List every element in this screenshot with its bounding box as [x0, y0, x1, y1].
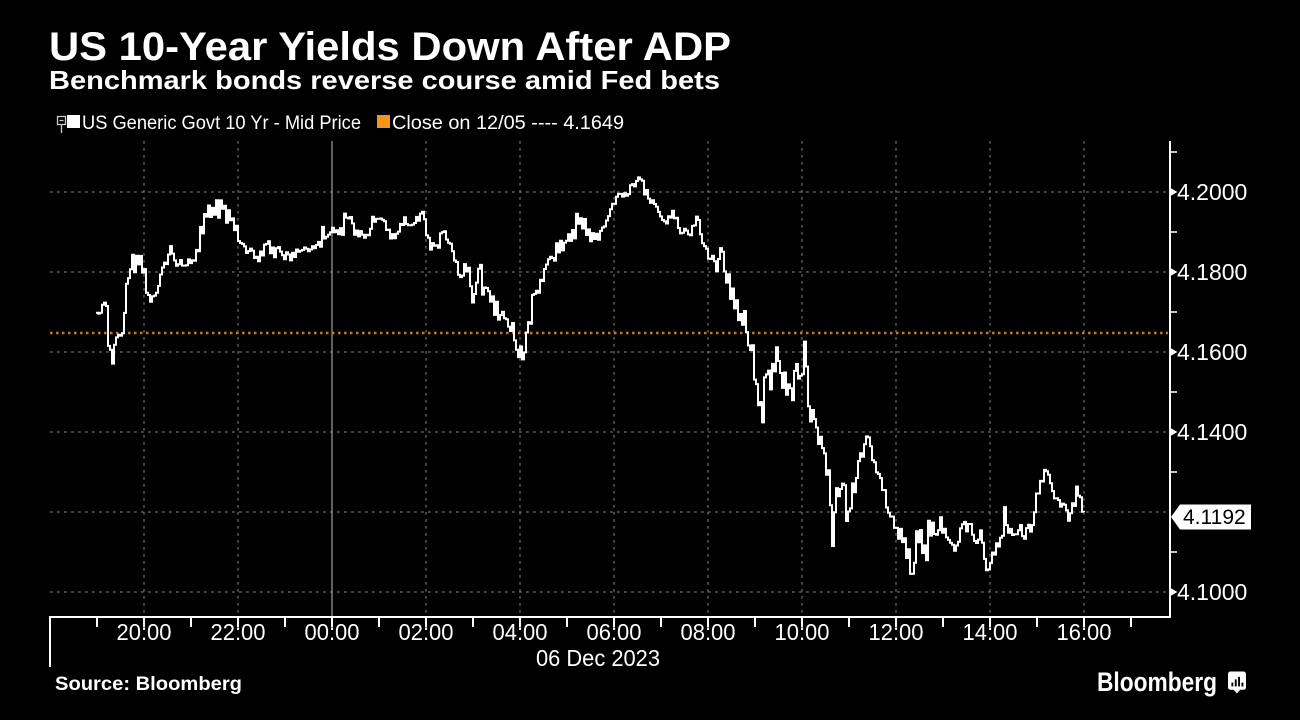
svg-text:4.1000: 4.1000 — [1177, 579, 1247, 605]
svg-text:Benchmark bonds reverse course: Benchmark bonds reverse course amid Fed … — [49, 65, 720, 95]
svg-text:4.1600: 4.1600 — [1177, 339, 1247, 365]
svg-text:Bloomberg: Bloomberg — [1097, 667, 1217, 697]
svg-text:Source: Bloomberg: Source: Bloomberg — [55, 674, 242, 695]
svg-text:04:00: 04:00 — [493, 619, 548, 645]
svg-text:12:00: 12:00 — [869, 619, 924, 645]
svg-text:06:00: 06:00 — [587, 619, 642, 645]
svg-text:US 10-Year Yields Down After A: US 10-Year Yields Down After ADP — [49, 25, 731, 69]
svg-text:14:00: 14:00 — [963, 619, 1018, 645]
svg-text:22:00: 22:00 — [211, 619, 266, 645]
svg-text:08:00: 08:00 — [681, 619, 736, 645]
svg-text:4.1400: 4.1400 — [1177, 419, 1247, 445]
svg-text:06 Dec 2023: 06 Dec 2023 — [536, 645, 660, 671]
svg-text:10:00: 10:00 — [775, 619, 830, 645]
svg-text:4.2000: 4.2000 — [1177, 179, 1247, 205]
svg-text:Close on 12/05 ---- 4.1649: Close on 12/05 ---- 4.1649 — [392, 113, 624, 134]
svg-text:16:00: 16:00 — [1057, 619, 1112, 645]
svg-text:4.1192: 4.1192 — [1183, 506, 1246, 529]
svg-text:00:00: 00:00 — [305, 619, 360, 645]
svg-text:02:00: 02:00 — [399, 619, 454, 645]
svg-text:20:00: 20:00 — [117, 619, 172, 645]
svg-text:4.1800: 4.1800 — [1177, 259, 1247, 285]
svg-text:US Generic Govt 10 Yr - Mid Pr: US Generic Govt 10 Yr - Mid Price — [82, 113, 361, 134]
